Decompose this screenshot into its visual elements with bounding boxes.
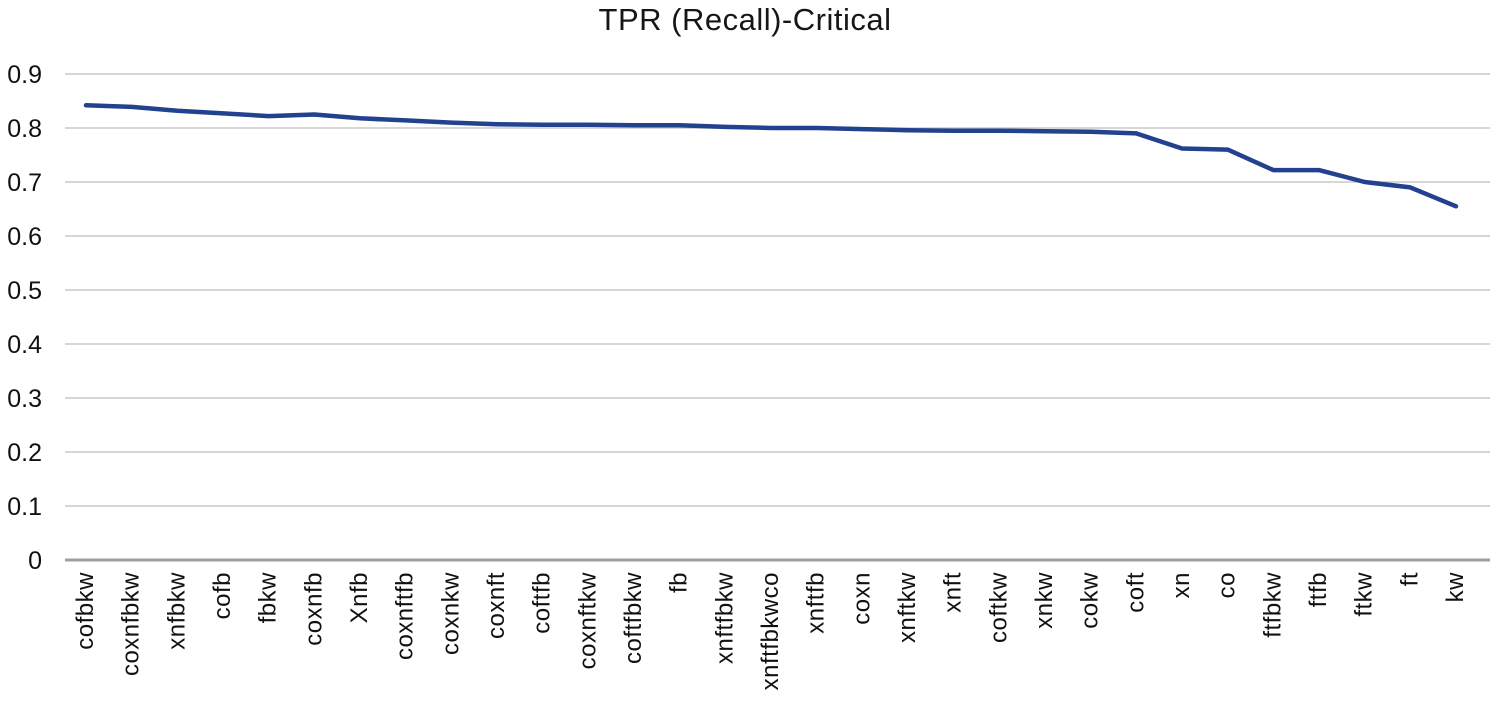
- y-tick-label: 0.8: [7, 115, 42, 143]
- x-category-label-group: xnfbkw: [163, 572, 190, 650]
- x-category-label: co: [1214, 572, 1241, 598]
- y-tick-label: 0.7: [7, 169, 42, 197]
- x-category-label: ftfb: [1305, 572, 1332, 607]
- x-category-label: xnftfbkw: [711, 572, 738, 664]
- x-category-label-group: xnftfbkwco: [757, 572, 784, 690]
- chart-title: TPR (Recall)-Critical: [598, 2, 892, 37]
- x-category-label: Xnfb: [346, 572, 373, 623]
- x-category-label-group: coxnftfb: [392, 572, 419, 660]
- data-line: [83, 103, 1459, 209]
- x-category-label-group: xnftkw: [894, 572, 921, 643]
- x-category-label-group: coftfb: [529, 572, 556, 634]
- x-category-label: ftkw: [1351, 572, 1378, 617]
- x-category-label-group: coft: [1122, 572, 1149, 613]
- y-tick-label: 0.1: [7, 493, 42, 521]
- x-category-label-group: kw: [1442, 572, 1469, 603]
- x-category-label-group: xn: [1168, 572, 1195, 598]
- x-category-label-group: coxnkw: [437, 572, 464, 655]
- x-category-label-group: coxnfbkw: [118, 572, 145, 676]
- x-category-label-group: cokw: [1077, 572, 1104, 629]
- x-category-label: fbkw: [255, 572, 282, 624]
- x-category-label-group: coftfbkw: [620, 572, 647, 664]
- x-category-label: xnftkw: [894, 572, 921, 643]
- x-category-label: coxnft: [483, 572, 510, 639]
- x-category-label: coxnftfb: [392, 572, 419, 660]
- x-category-label-group: xnkw: [1031, 572, 1058, 629]
- x-category-label: coftkw: [985, 572, 1012, 643]
- y-tick-label: 0.2: [7, 439, 42, 467]
- x-category-label-group: xnftfbkw: [711, 572, 738, 664]
- x-category-label: cofb: [209, 572, 236, 619]
- x-category-label: xnkw: [1031, 572, 1058, 629]
- x-category-label-group: coftkw: [985, 572, 1012, 643]
- x-category-label: xnft: [940, 572, 967, 613]
- x-category-label: cofbkw: [72, 572, 99, 650]
- y-tick-label: 0.4: [7, 331, 42, 359]
- x-category-label-group: coxnftkw: [574, 572, 601, 670]
- x-category-label-group: coxn: [848, 572, 875, 625]
- x-category-label: coxn: [848, 572, 875, 625]
- x-category-label-group: ftkw: [1351, 572, 1378, 617]
- x-category-label: xn: [1168, 572, 1195, 598]
- x-category-label: xnftfb: [803, 572, 830, 634]
- x-category-label-group: cofbkw: [72, 572, 99, 650]
- x-category-label: ftfbkw: [1259, 572, 1286, 638]
- y-tick-label: 0.6: [7, 223, 42, 251]
- x-category-label-group: ftfb: [1305, 572, 1332, 607]
- x-category-label: coft: [1122, 572, 1149, 613]
- x-category-label: xnftfbkwco: [757, 572, 784, 690]
- x-category-label: coxnfb: [300, 572, 327, 646]
- x-category-label-group: cofb: [209, 572, 236, 619]
- x-category-label-group: coxnft: [483, 572, 510, 639]
- x-category-label: coftfbkw: [620, 572, 647, 664]
- x-category-label: ft: [1396, 572, 1423, 586]
- x-category-label-group: ft: [1396, 572, 1423, 586]
- x-category-label-group: xnft: [940, 572, 967, 613]
- y-tick-label: 0: [28, 547, 42, 575]
- x-category-label: fb: [666, 572, 693, 593]
- x-category-label: kw: [1442, 572, 1469, 603]
- x-category-label: coxnftkw: [574, 572, 601, 670]
- x-category-label: coftfb: [529, 572, 556, 634]
- x-category-label: coxnkw: [437, 572, 464, 655]
- x-category-label: xnfbkw: [163, 572, 190, 650]
- x-category-label-group: Xnfb: [346, 572, 373, 623]
- x-category-label: coxnfbkw: [118, 572, 145, 676]
- x-category-label-group: fbkw: [255, 572, 282, 624]
- y-tick-label: 0.9: [7, 61, 42, 89]
- x-category-label-group: fb: [666, 572, 693, 593]
- y-tick-label: 0.5: [7, 277, 42, 305]
- x-category-label-group: xnftfb: [803, 572, 830, 634]
- x-category-label: cokw: [1077, 572, 1104, 629]
- x-category-label-group: co: [1214, 572, 1241, 598]
- x-category-label-group: ftfbkw: [1259, 572, 1286, 638]
- y-tick-label: 0.3: [7, 385, 42, 413]
- x-category-label-group: coxnfb: [300, 572, 327, 646]
